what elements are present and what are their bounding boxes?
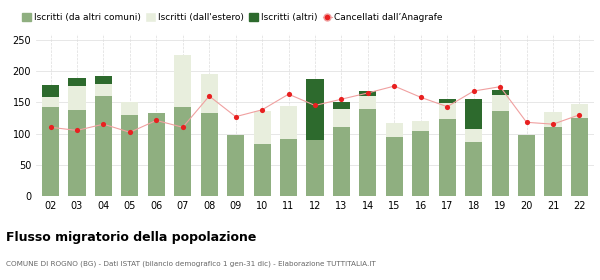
- Bar: [280, 139, 297, 196]
- Bar: [333, 102, 350, 109]
- Bar: [439, 103, 456, 119]
- Bar: [254, 144, 271, 196]
- Bar: [174, 55, 191, 107]
- Bar: [518, 135, 535, 196]
- Point: [548, 122, 558, 126]
- Bar: [148, 113, 165, 196]
- Bar: [95, 83, 112, 96]
- Bar: [200, 113, 218, 196]
- Bar: [307, 140, 323, 196]
- Bar: [386, 123, 403, 137]
- Bar: [465, 142, 482, 196]
- Bar: [42, 85, 59, 97]
- Point: [98, 122, 108, 126]
- Bar: [571, 104, 588, 118]
- Point: [522, 120, 532, 125]
- Point: [496, 85, 505, 89]
- Bar: [42, 97, 59, 107]
- Bar: [68, 110, 86, 196]
- Bar: [359, 96, 376, 109]
- Point: [337, 97, 346, 101]
- Point: [178, 125, 188, 130]
- Point: [389, 84, 399, 88]
- Bar: [571, 118, 588, 196]
- Bar: [95, 76, 112, 83]
- Point: [469, 89, 478, 93]
- Bar: [491, 95, 509, 111]
- Bar: [439, 99, 456, 103]
- Bar: [121, 102, 139, 115]
- Bar: [412, 131, 430, 196]
- Point: [125, 130, 134, 134]
- Bar: [412, 121, 430, 131]
- Point: [575, 113, 584, 117]
- Bar: [359, 109, 376, 196]
- Point: [416, 95, 425, 100]
- Bar: [386, 137, 403, 196]
- Bar: [333, 109, 350, 127]
- Bar: [254, 111, 271, 144]
- Bar: [465, 99, 482, 129]
- Bar: [121, 115, 139, 196]
- Bar: [491, 111, 509, 196]
- Bar: [333, 127, 350, 196]
- Bar: [68, 86, 86, 110]
- Point: [442, 104, 452, 109]
- Point: [72, 128, 82, 133]
- Point: [257, 108, 267, 112]
- Bar: [68, 78, 86, 86]
- Bar: [465, 129, 482, 142]
- Bar: [95, 96, 112, 196]
- Bar: [227, 136, 244, 196]
- Bar: [174, 107, 191, 196]
- Point: [310, 103, 320, 108]
- Bar: [359, 91, 376, 96]
- Point: [363, 91, 373, 95]
- Bar: [307, 79, 323, 140]
- Bar: [544, 112, 562, 127]
- Bar: [200, 74, 218, 113]
- Bar: [280, 106, 297, 139]
- Bar: [439, 119, 456, 196]
- Text: Flusso migratorio della popolazione: Flusso migratorio della popolazione: [6, 231, 256, 244]
- Bar: [544, 127, 562, 196]
- Bar: [42, 107, 59, 196]
- Point: [284, 92, 293, 96]
- Bar: [491, 90, 509, 95]
- Point: [46, 125, 55, 130]
- Point: [152, 118, 161, 123]
- Text: COMUNE DI ROGNO (BG) - Dati ISTAT (bilancio demografico 1 gen-31 dic) - Elaboraz: COMUNE DI ROGNO (BG) - Dati ISTAT (bilan…: [6, 260, 376, 267]
- Point: [231, 115, 241, 119]
- Legend: Iscritti (da altri comuni), Iscritti (dall'estero), Iscritti (altri), Cancellati: Iscritti (da altri comuni), Iscritti (da…: [18, 10, 446, 26]
- Point: [205, 94, 214, 98]
